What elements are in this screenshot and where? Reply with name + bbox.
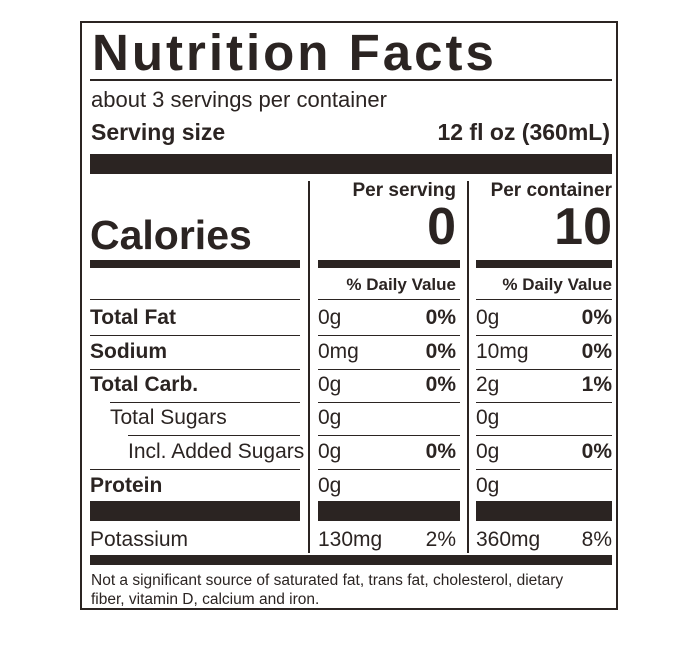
dv-per-serving: 0% xyxy=(425,440,456,463)
amount-per-serving: 0g xyxy=(318,306,342,329)
rule xyxy=(476,469,612,470)
dv-per-container: 8% xyxy=(581,528,612,551)
rule xyxy=(318,335,460,336)
rule xyxy=(318,299,460,300)
rule xyxy=(90,335,300,336)
nutrient-name: Incl. Added Sugars xyxy=(128,440,305,463)
amount-per-serving: 0g xyxy=(318,474,342,497)
rule xyxy=(128,435,300,436)
medium-bar xyxy=(90,260,300,268)
rule xyxy=(476,299,612,300)
rule xyxy=(476,402,612,403)
servings-per-container: about 3 servings per container xyxy=(91,87,387,112)
title: Nutrition Facts xyxy=(92,24,497,81)
dv-per-container: 0% xyxy=(581,440,612,463)
amount-per-serving: 130mg xyxy=(318,528,383,551)
serving-size-value: 12 fl oz (360mL) xyxy=(437,119,610,145)
rule xyxy=(90,79,612,81)
amount-per-serving: 0g xyxy=(318,406,342,429)
rule xyxy=(476,335,612,336)
nutrient-name: Sodium xyxy=(90,340,167,363)
rule xyxy=(90,469,300,470)
rule xyxy=(318,402,460,403)
rule xyxy=(318,369,460,370)
dv-per-serving: 2% xyxy=(425,528,456,551)
column-header: Per serving xyxy=(352,180,457,201)
nutrient-name: Total Sugars xyxy=(110,406,227,429)
thick-bar xyxy=(90,154,612,174)
daily-value-header: % Daily Value xyxy=(502,275,612,294)
rule xyxy=(90,369,300,370)
calories-per-container: 10 xyxy=(554,198,612,256)
dv-per-serving: 0% xyxy=(425,373,456,396)
medium-bar xyxy=(476,260,612,268)
thick-bar xyxy=(90,501,300,521)
column-divider xyxy=(467,181,469,553)
dv-per-serving: 0% xyxy=(425,306,456,329)
serving-size-label: Serving size xyxy=(91,119,226,145)
amount-per-container: 10mg xyxy=(476,340,529,363)
calories-per-serving: 0 xyxy=(427,198,456,256)
amount-per-container: 0g xyxy=(476,406,500,429)
nutrient-name: Potassium xyxy=(90,528,189,551)
dv-per-container: 0% xyxy=(581,340,612,363)
amount-per-serving: 0g xyxy=(318,440,342,463)
nutrient-name: Total Fat xyxy=(90,306,176,329)
amount-per-container: 0g xyxy=(476,474,500,497)
column-header: Per container xyxy=(490,180,612,201)
amount-per-serving: 0mg xyxy=(318,340,359,363)
column-divider xyxy=(308,181,310,553)
rule xyxy=(110,402,300,403)
medium-bar xyxy=(318,260,460,268)
calories-label: Calories xyxy=(90,212,252,258)
dv-per-container: 1% xyxy=(581,373,612,396)
thick-bar xyxy=(318,501,460,521)
thick-bar xyxy=(90,555,612,565)
amount-per-container: 0g xyxy=(476,306,500,329)
rule xyxy=(476,435,612,436)
nutrient-name: Protein xyxy=(90,474,163,497)
dv-per-serving: 0% xyxy=(425,340,456,363)
amount-per-serving: 0g xyxy=(318,373,342,396)
amount-per-container: 2g xyxy=(476,373,500,396)
amount-per-container: 0g xyxy=(476,440,500,463)
thick-bar xyxy=(476,501,612,521)
nutrient-name: Total Carb. xyxy=(90,373,199,396)
daily-value-header: % Daily Value xyxy=(346,275,456,294)
rule xyxy=(476,369,612,370)
footnote: Not a significant source of saturated fa… xyxy=(91,572,564,608)
nutrition-label: Nutrition Facts about 3 servings per cont… xyxy=(80,21,618,610)
rule xyxy=(90,299,300,300)
rule xyxy=(318,435,460,436)
dv-per-container: 0% xyxy=(581,306,612,329)
rule xyxy=(318,469,460,470)
amount-per-container: 360mg xyxy=(476,528,541,551)
